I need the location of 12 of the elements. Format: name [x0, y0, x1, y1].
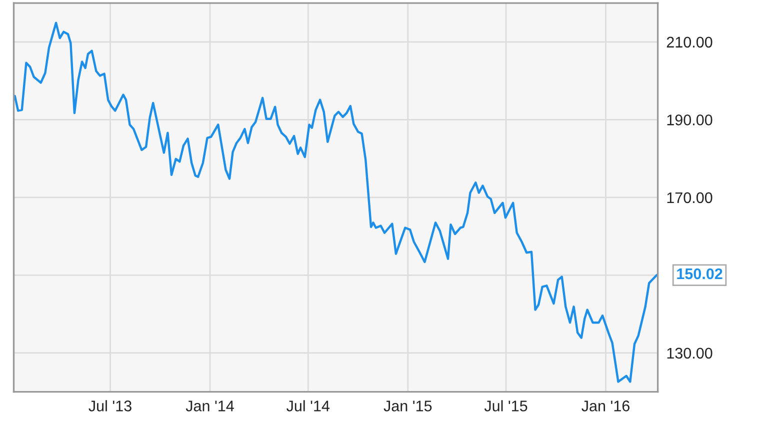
y-tick-label: 210.00: [666, 36, 712, 48]
x-tick-label: Jan '15: [384, 400, 432, 412]
x-tick-label: Jan '16: [582, 400, 630, 412]
y-tick-label: 170.00: [667, 192, 712, 204]
y-tick-label: 190.00: [667, 114, 712, 126]
line-series: [14, 22, 658, 383]
x-tick-label: Jul '13: [88, 400, 132, 412]
x-tick-label: Jul '15: [484, 400, 528, 412]
y-tick-label: 130.00: [667, 348, 712, 359]
x-tick-label: Jul '14: [286, 400, 330, 412]
x-tick-label: Jan '14: [186, 400, 234, 412]
annotation: 150.02: [677, 268, 722, 280]
